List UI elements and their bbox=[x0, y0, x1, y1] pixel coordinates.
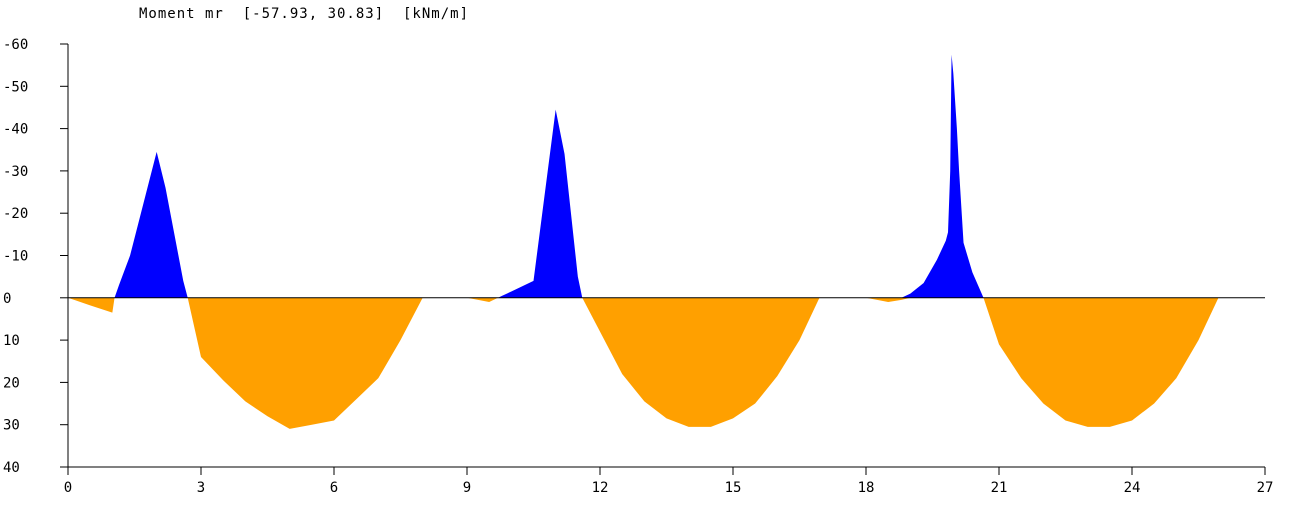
y-tick-label-2: -40 bbox=[3, 122, 28, 138]
x-tick-label-5: 15 bbox=[725, 480, 742, 496]
x-tick-label-2: 6 bbox=[330, 480, 338, 496]
x-tick-label-3: 9 bbox=[463, 480, 471, 496]
positive-moment-area-0 bbox=[68, 297, 115, 313]
y-tick-label-6: 0 bbox=[3, 291, 11, 307]
y-tick-label-3: -30 bbox=[3, 164, 28, 180]
y-tick-label-9: 30 bbox=[3, 418, 20, 434]
positive-moment-area-4 bbox=[866, 297, 911, 303]
positive-moment-area-2 bbox=[467, 297, 499, 303]
y-tick-label-5: -10 bbox=[3, 249, 28, 265]
x-tick-label-6: 18 bbox=[858, 480, 875, 496]
x-tick-label-7: 21 bbox=[991, 480, 1008, 496]
x-tick-label-4: 12 bbox=[592, 480, 609, 496]
y-tick-label-4: -20 bbox=[3, 206, 28, 222]
y-tick-label-1: -50 bbox=[3, 79, 28, 95]
y-tick-label-7: 10 bbox=[3, 333, 20, 349]
x-tick-label-8: 24 bbox=[1124, 480, 1141, 496]
y-tick-label-10: 40 bbox=[3, 460, 20, 476]
positive-moment-area-3 bbox=[582, 297, 820, 427]
y-tick-label-0: -60 bbox=[3, 37, 28, 53]
positive-moment-area-1 bbox=[187, 297, 423, 429]
positive-moment-area-5 bbox=[983, 297, 1219, 427]
x-tick-label-1: 3 bbox=[197, 480, 205, 496]
negative-moment-area-2 bbox=[901, 54, 984, 298]
negative-moment-area-0 bbox=[114, 151, 188, 298]
x-tick-label-0: 0 bbox=[64, 480, 72, 496]
negative-moment-area-1 bbox=[498, 109, 583, 298]
y-tick-label-8: 20 bbox=[3, 375, 20, 391]
chart-title: Moment mr [-57.93, 30.83] [kNm/m] bbox=[139, 6, 470, 22]
x-tick-label-9: 27 bbox=[1257, 480, 1274, 496]
